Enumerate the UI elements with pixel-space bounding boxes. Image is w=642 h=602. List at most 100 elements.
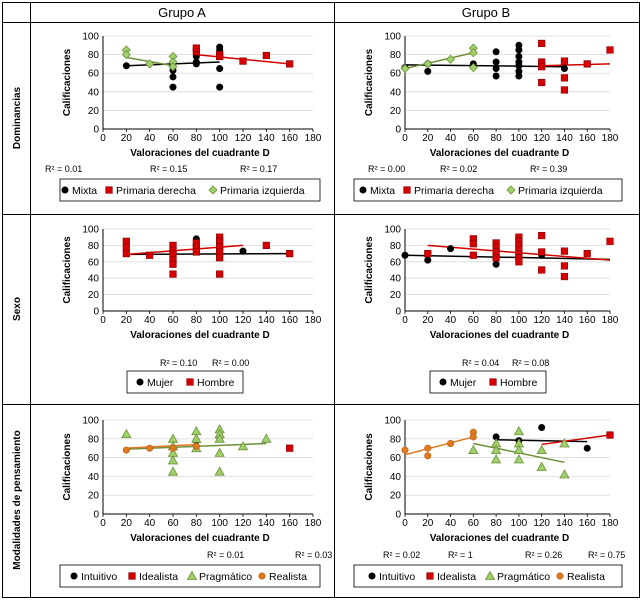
y-tick-label: 20 <box>390 491 402 502</box>
data-point <box>560 272 569 281</box>
y-tick-label: 0 <box>93 510 99 521</box>
data-point <box>606 237 614 245</box>
data-point <box>469 240 477 248</box>
r-squared-label: R² = 0.04 <box>462 358 499 368</box>
legend-label: Idealista <box>139 571 178 583</box>
x-tick-label: 180 <box>305 315 322 326</box>
data-point <box>515 72 523 80</box>
x-tick-label: 20 <box>121 315 133 326</box>
data-point <box>424 452 432 460</box>
data-point <box>286 250 294 258</box>
trendline-primaria-derecha <box>541 63 611 67</box>
r-squared-label: R² = 0.02 <box>440 164 477 174</box>
y-axis-title: Calificaciones <box>62 433 73 501</box>
x-tick-label: 120 <box>533 518 550 529</box>
data-point <box>216 83 224 91</box>
trendline-mujer <box>404 254 611 261</box>
x-tick-label: 80 <box>491 133 503 144</box>
data-point <box>122 62 130 70</box>
r-squared-label: R² = 0.02 <box>383 550 420 560</box>
y-axis-title: Calificaciones <box>364 433 375 501</box>
x-tick-label: 120 <box>235 518 252 529</box>
data-point <box>145 59 155 69</box>
x-tick-label: 160 <box>281 315 298 326</box>
data-point <box>492 72 500 80</box>
data-point <box>560 86 569 94</box>
data-point <box>513 425 525 436</box>
data-point <box>261 433 272 443</box>
x-tick-label: 180 <box>305 133 322 144</box>
y-tick-label: 0 <box>93 125 99 136</box>
x-tick-label: 120 <box>533 133 550 144</box>
y-tick-label: 0 <box>93 307 99 318</box>
x-tick-label: 140 <box>258 315 275 326</box>
x-tick-label: 20 <box>121 518 133 529</box>
legend-marker <box>70 572 78 580</box>
r-squared-label: R² = 0.03 <box>295 550 332 560</box>
x-tick-label: 80 <box>191 518 203 529</box>
x-tick-label: 100 <box>211 518 228 529</box>
x-tick-label: 40 <box>144 315 156 326</box>
data-point <box>424 67 432 75</box>
legend-label: Mixta <box>370 185 395 197</box>
x-tick-label: 0 <box>402 133 408 144</box>
data-point <box>536 461 547 471</box>
data-point <box>538 248 546 256</box>
legend-label: Intuitivo <box>81 571 117 583</box>
r-squared-label: R² = 0.26 <box>525 550 562 560</box>
legend-marker <box>506 185 516 195</box>
y-tick-label: 60 <box>88 69 100 80</box>
data-point <box>469 251 477 259</box>
y-tick-label: 20 <box>88 290 100 301</box>
trendline-idealista <box>541 434 611 446</box>
data-point <box>468 444 479 454</box>
x-tick-label: 80 <box>191 315 203 326</box>
r-squared-label: R² = 0.15 <box>150 164 187 174</box>
data-point <box>538 424 546 432</box>
data-point <box>122 250 130 258</box>
y-tick-label: 60 <box>88 257 100 268</box>
y-axis-title: Calificaciones <box>364 48 375 116</box>
data-point <box>401 446 409 454</box>
x-tick-label: 80 <box>491 518 503 529</box>
x-tick-label: 40 <box>445 518 457 529</box>
legend-label: Realista <box>567 571 605 583</box>
trendline-mixta <box>404 64 565 68</box>
legend-marker <box>403 186 411 194</box>
data-point <box>400 63 410 74</box>
x-tick-label: 120 <box>533 315 550 326</box>
data-point <box>262 241 270 250</box>
data-point <box>424 444 432 452</box>
data-point <box>216 254 224 262</box>
trendline-intuitivo <box>496 438 588 443</box>
legend-marker <box>426 572 434 580</box>
x-tick-label: 20 <box>121 133 133 144</box>
charts-layer: 0 20 40 60 80 100 120 140 160 180 0 20 40 60 80 100 Valo… <box>45 32 625 588</box>
data-point <box>492 254 500 262</box>
trendline-realista <box>404 436 474 456</box>
r-squared-label: R² = 0.75 <box>588 550 625 560</box>
x-tick-label: 0 <box>100 518 106 529</box>
data-point <box>490 454 502 464</box>
y-axis-title: Calificaciones <box>364 236 375 304</box>
x-tick-label: 0 <box>100 315 106 326</box>
data-point <box>239 247 247 255</box>
legend-box <box>429 370 547 394</box>
x-tick-label: 160 <box>281 133 298 144</box>
col-header-grupo-a: Grupo A <box>158 5 206 20</box>
data-point <box>216 52 224 61</box>
legend-label: Intuitivo <box>379 571 415 583</box>
y-tick-label: 100 <box>384 32 401 43</box>
x-tick-label: 100 <box>211 315 228 326</box>
data-point <box>583 250 591 258</box>
x-tick-label: 60 <box>468 518 480 529</box>
data-point <box>538 39 546 48</box>
data-point <box>169 250 177 258</box>
data-point <box>560 74 569 82</box>
data-point <box>214 466 225 476</box>
data-point <box>167 455 179 465</box>
chart-sexo_a: 0 20 40 60 80 100 120 140 160 180 0 20 40 60 80 100 Valo… <box>62 225 322 394</box>
data-point <box>492 260 500 268</box>
trendline-realista <box>126 443 197 449</box>
y-tick-label: 80 <box>88 241 100 252</box>
